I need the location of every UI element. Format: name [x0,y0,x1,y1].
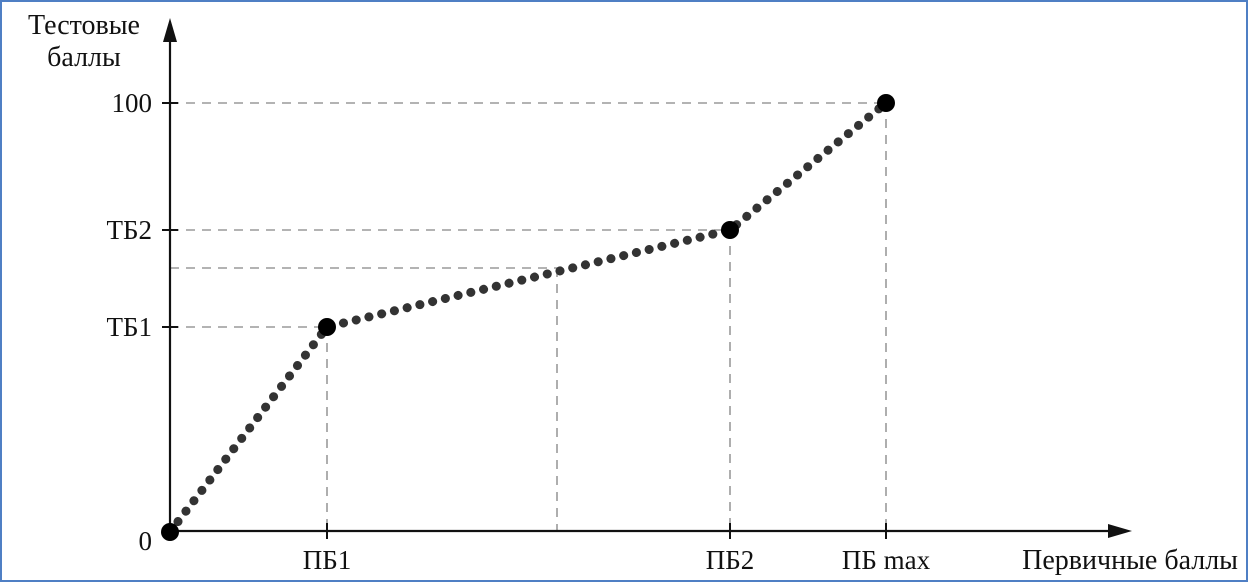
y-tick-label-100: 100 [112,88,153,118]
point-pb2-tb2 [721,221,739,239]
point-pbmax-100 [877,94,895,112]
y-tick-label-tb2: ТБ2 [107,215,153,245]
y-axis-title-line2: баллы [47,42,121,73]
point-origin [161,523,179,541]
origin-label: 0 [139,526,153,556]
x-tick-label-pb1: ПБ1 [303,545,352,575]
y-tick-label-tb1: ТБ1 [107,312,153,342]
y-axis-title-line1: Тестовые [28,10,140,41]
y-axis-arrow [163,18,177,42]
x-tick-label-pb2: ПБ2 [706,545,755,575]
x-axis-title: Первичные баллы [1022,545,1238,576]
x-tick-label-pbmax: ПБ max [842,545,931,575]
x-axis-arrow [1108,524,1132,538]
point-pb1-tb1 [318,318,336,336]
guide-lines [170,102,887,530]
series-line [165,98,891,537]
axis-ticks [162,102,887,539]
